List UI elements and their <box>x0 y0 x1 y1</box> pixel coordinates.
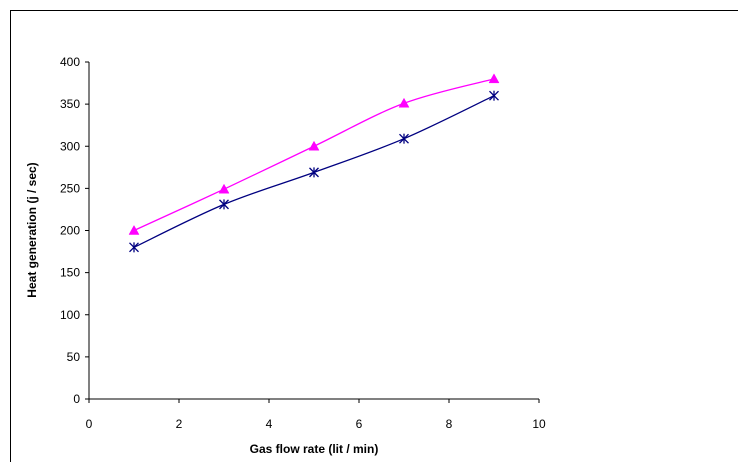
data-point-triangle <box>488 73 500 84</box>
series-layer <box>128 73 500 253</box>
x-tick-label: 8 <box>446 417 453 431</box>
data-point-triangle <box>308 140 320 151</box>
y-tick-label: 300 <box>60 139 80 153</box>
data-point-asterisk <box>219 199 229 210</box>
y-tick-label: 200 <box>60 224 80 238</box>
y-tick-label: 350 <box>60 97 80 111</box>
y-axis-title: Heat generation (j / sec) <box>25 162 39 297</box>
chart-frame <box>10 10 738 462</box>
y-axis-ticks: 0 50 100 150 200 250 300 350 400 <box>60 55 89 406</box>
y-tick-label: 0 <box>73 392 80 406</box>
data-point-triangle <box>398 97 410 108</box>
x-tick-label: 4 <box>266 417 273 431</box>
y-tick-label: 150 <box>60 266 80 280</box>
series-1 <box>128 73 500 235</box>
data-point-triangle <box>128 224 140 235</box>
data-point-asterisk <box>129 242 139 253</box>
y-tick-label: 250 <box>60 181 80 195</box>
y-tick-label: 50 <box>67 350 81 364</box>
y-tick-label: 100 <box>60 308 80 322</box>
x-tick-label: 2 <box>176 417 183 431</box>
x-tick-label: 6 <box>356 417 363 431</box>
x-tick-label: 10 <box>532 417 546 431</box>
plot-area <box>88 62 539 400</box>
data-point-asterisk <box>489 90 499 101</box>
series-line <box>133 78 495 232</box>
series-2 <box>129 90 499 253</box>
x-tick-label: 0 <box>86 417 93 431</box>
data-point-asterisk <box>309 167 319 178</box>
y-tick-label: 400 <box>60 55 80 69</box>
x-axis-title: Gas flow rate (lit / min) <box>250 442 379 456</box>
data-point-triangle <box>218 183 230 194</box>
x-axis-ticks: 0 2 4 6 8 10 <box>86 399 546 431</box>
data-point-asterisk <box>399 133 409 144</box>
